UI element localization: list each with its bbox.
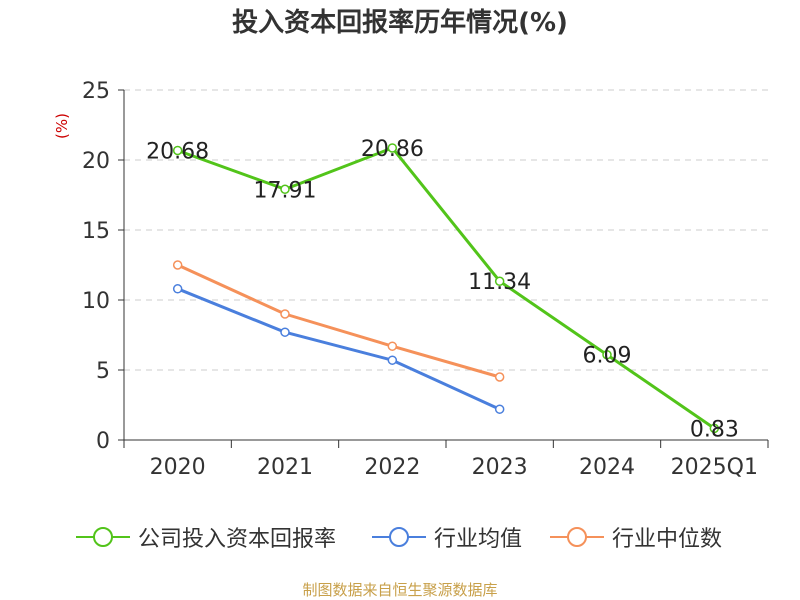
legend-marker-company-icon (76, 527, 130, 547)
series-line (177, 146, 716, 430)
data-point (494, 372, 505, 382)
legend-item-industry-mean[interactable]: 行业均值 (370, 520, 522, 554)
y-tick-label: 5 (96, 359, 110, 384)
legend-marker-industry-median-icon (550, 527, 604, 547)
y-axis-label: (%) (53, 113, 71, 139)
data-point (602, 349, 612, 360)
data-point (280, 309, 290, 319)
x-tick-label: 2023 (472, 455, 528, 480)
data-point (387, 355, 398, 365)
data-point (280, 327, 290, 337)
data-source: 制图数据来自恒生聚源数据库 (302, 581, 498, 599)
series-line (177, 263, 501, 379)
y-tick-label: 10 (82, 289, 110, 314)
data-point (387, 341, 398, 351)
series-line (177, 287, 501, 411)
legend-item-industry-median[interactable]: 行业中位数 (548, 520, 722, 554)
data-label: 20.86 (361, 137, 424, 162)
y-tick-label: 0 (96, 429, 110, 454)
data-point (494, 276, 505, 286)
data-label: 20.68 (146, 139, 209, 164)
data-point (387, 143, 398, 153)
x-tick-label: 2020 (150, 455, 206, 480)
legend-label-company: 公司投入资本回报率 (138, 527, 337, 552)
x-tick-label: 2022 (364, 455, 420, 480)
data-point (172, 284, 183, 294)
y-tick-label: 25 (82, 79, 110, 104)
data-point (280, 184, 290, 195)
x-tick-label: 2021 (257, 455, 313, 480)
chart-title: 投入资本回报率历年情况(%) (232, 8, 568, 38)
data-point (709, 423, 720, 434)
y-tick-label: 15 (82, 219, 110, 244)
x-tick-label: 2024 (579, 455, 635, 480)
data-label: 0.83 (690, 417, 739, 442)
data-label: 17.91 (254, 178, 317, 203)
legend-label-industry-mean: 行业均值 (434, 527, 523, 552)
data-point (494, 404, 505, 414)
legend-marker-industry-mean-icon (372, 527, 426, 547)
data-point (172, 260, 183, 270)
legend-item-company[interactable]: 公司投入资本回报率 (74, 520, 336, 554)
y-tick-label: 20 (82, 149, 110, 174)
data-label: 11.34 (468, 270, 531, 295)
data-label: 6.09 (583, 344, 632, 369)
x-tick-label: 2025Q1 (671, 455, 758, 480)
data-point (172, 145, 183, 156)
legend-label-industry-median: 行业中位数 (612, 527, 723, 552)
